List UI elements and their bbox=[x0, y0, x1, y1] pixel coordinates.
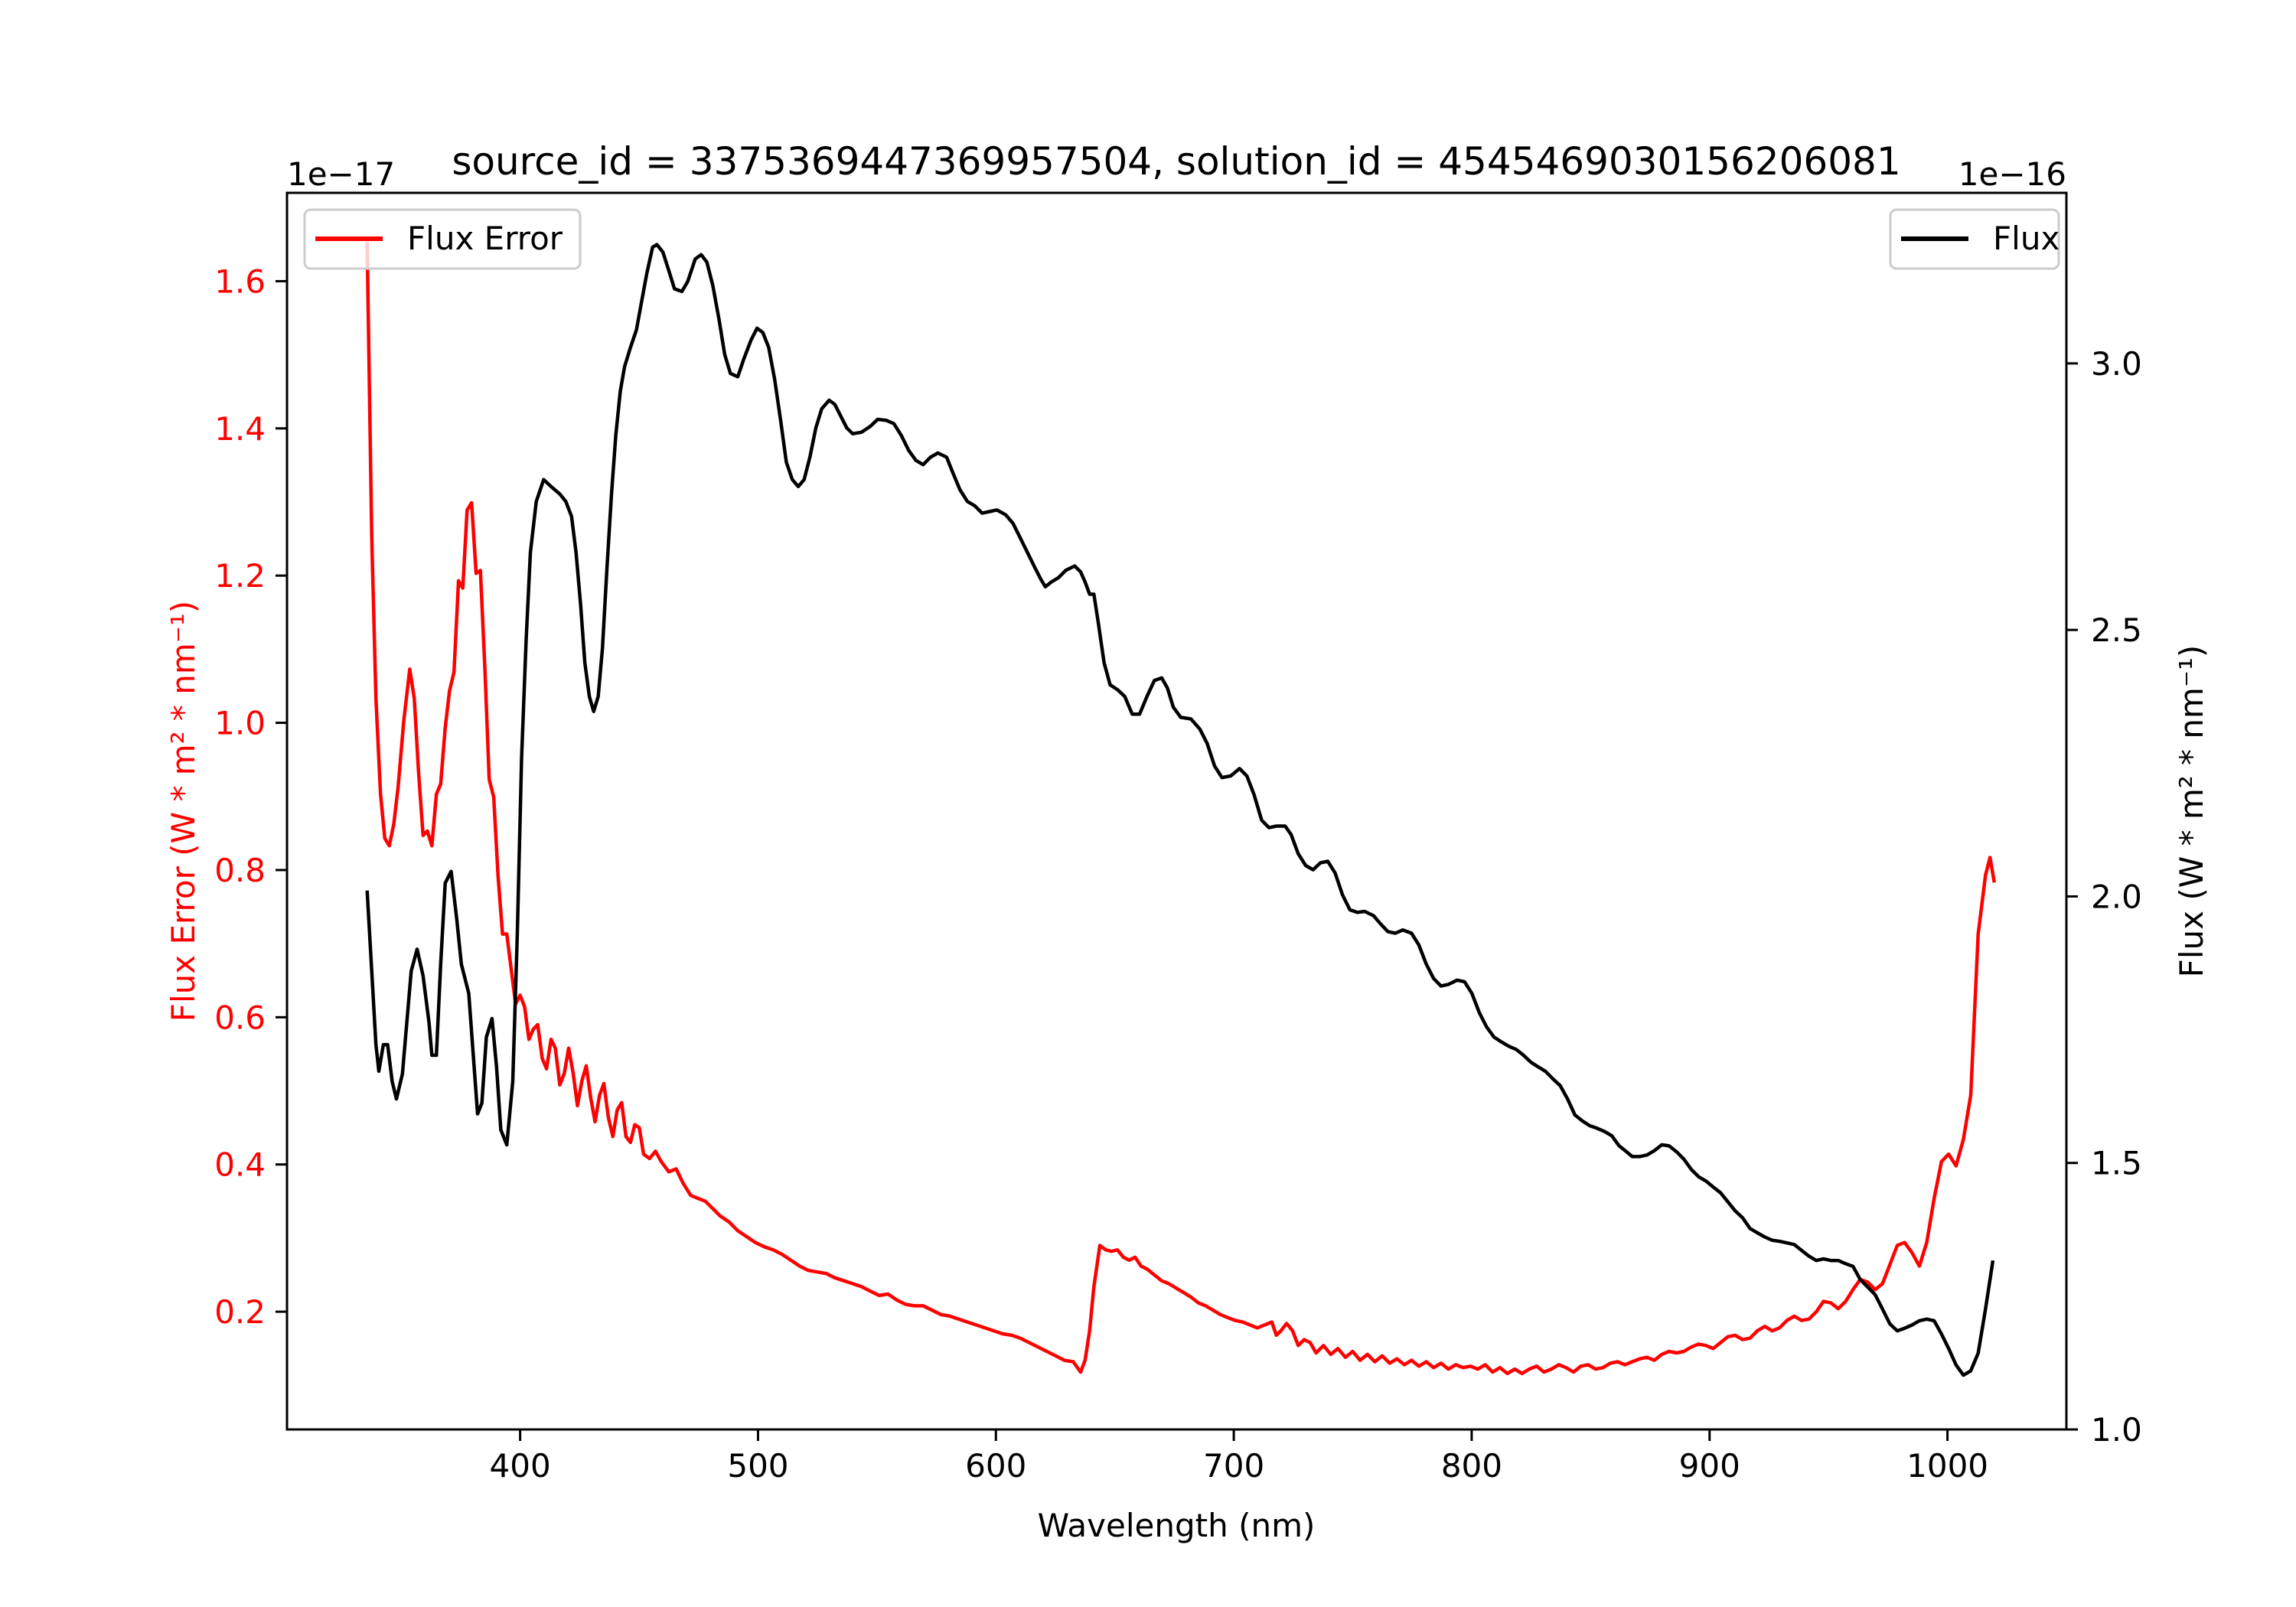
axis-ticks: 400 500 600 700 800 900 1000 0.2 0.4 0.6 0.8 1.0 1.2… bbox=[214, 262, 2142, 1485]
right-y-tick-label: 1.5 bbox=[2091, 1145, 2142, 1182]
axes-frame bbox=[285, 191, 2068, 1431]
legend-label: Flux Error bbox=[407, 220, 563, 257]
legend-flux: Flux bbox=[1889, 208, 2060, 270]
x-tick-label: 700 bbox=[1203, 1447, 1264, 1485]
legend-label: Flux bbox=[1993, 220, 2060, 257]
left-y-tick-label: 0.6 bbox=[214, 999, 266, 1036]
legend-flux-error: Flux Error bbox=[303, 208, 582, 270]
plot-lines bbox=[365, 242, 1997, 1377]
right-y-tick-label: 2.5 bbox=[2091, 611, 2142, 649]
right-y-axis-label: Flux (W * m² * nm⁻¹) bbox=[2173, 645, 2210, 978]
left-y-tick-label: 1.6 bbox=[214, 262, 266, 300]
legend-box bbox=[1889, 208, 2060, 270]
x-tick-label: 600 bbox=[965, 1447, 1026, 1485]
x-tick-label: 800 bbox=[1441, 1447, 1502, 1485]
flux-error-line bbox=[365, 242, 1997, 1376]
x-tick-label: 1000 bbox=[1906, 1447, 1988, 1485]
legend-box bbox=[303, 208, 582, 270]
right-y-tick-label: 3.0 bbox=[2091, 345, 2142, 383]
left-y-tick-label: 0.2 bbox=[214, 1293, 266, 1331]
chart-title: source_id = 3375369447369957504, solutio… bbox=[452, 139, 1900, 184]
left-y-tick-label: 1.0 bbox=[214, 705, 266, 742]
x-tick-label: 900 bbox=[1679, 1447, 1740, 1485]
left-y-tick-label: 0.4 bbox=[214, 1146, 266, 1184]
x-axis-label: Wavelength (nm) bbox=[1038, 1507, 1316, 1544]
left-axis-offset-label: 1e−17 bbox=[287, 155, 395, 193]
x-tick-label: 500 bbox=[727, 1447, 788, 1485]
right-axis-offset-label: 1e−16 bbox=[1958, 155, 2066, 193]
right-y-tick-label: 1.0 bbox=[2091, 1411, 2142, 1449]
left-y-tick-label: 0.8 bbox=[214, 852, 266, 889]
left-y-axis-label: Flux Error (W * m² * nm⁻¹) bbox=[165, 601, 202, 1022]
left-y-tick-label: 1.4 bbox=[214, 410, 266, 448]
left-y-tick-label: 1.2 bbox=[214, 557, 266, 595]
right-y-tick-label: 2.0 bbox=[2091, 878, 2142, 915]
x-tick-label: 400 bbox=[490, 1447, 551, 1485]
flux-line bbox=[365, 243, 1995, 1377]
